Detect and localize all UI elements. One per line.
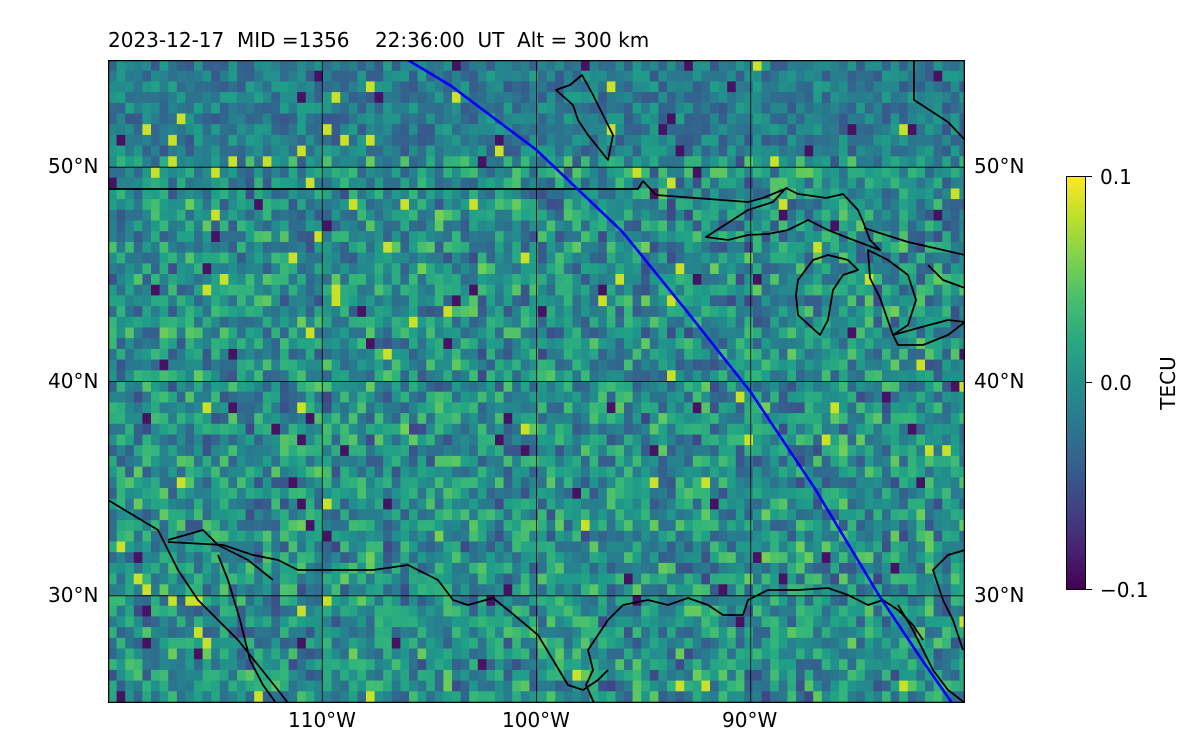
tec-field <box>108 60 965 703</box>
mexico-gulf-coast <box>585 619 609 703</box>
map-title: 2023-12-17 MID =1356 22:36:00 UT Alt = 3… <box>108 28 650 52</box>
gulf-coast-texas <box>607 587 924 641</box>
colorbar-tick-mid <box>1086 382 1092 383</box>
lat-label-left-30: 30°N <box>48 583 99 607</box>
coastlines-and-borders <box>108 60 965 703</box>
lat-label-left-40: 40°N <box>48 369 99 393</box>
lon-label-90w: 90°W <box>722 708 778 732</box>
map-border <box>108 60 965 703</box>
colorbar <box>1066 176 1086 590</box>
colorbar-label-zero: 0.0 <box>1100 371 1132 395</box>
lake-huron-outline <box>867 249 917 336</box>
lat-label-right-30: 30°N <box>974 583 1025 607</box>
lat-label-right-40: 40°N <box>974 369 1025 393</box>
colorbar-label-max: 0.1 <box>1100 165 1132 189</box>
tec-map <box>108 60 965 703</box>
hudson-bay-shore <box>913 60 965 141</box>
lake-erie-outline <box>892 319 965 346</box>
lat-label-right-50: 50°N <box>974 154 1025 178</box>
satellite-track <box>407 60 954 703</box>
pacific-coast <box>108 499 289 703</box>
colorbar-label-min: −0.1 <box>1100 578 1149 602</box>
map-grid <box>108 60 965 703</box>
east-shore <box>927 264 965 289</box>
lake-michigan-outline <box>795 254 859 336</box>
atlantic-coast <box>932 549 965 651</box>
lat-label-left-50: 50°N <box>48 154 99 178</box>
baja-coast <box>217 554 277 703</box>
colorbar-tick-top <box>1086 176 1092 177</box>
lake-superior-outline <box>705 187 881 251</box>
us-canada-border <box>108 180 789 203</box>
florida-coast <box>897 604 965 703</box>
colorbar-title: TECU <box>1156 356 1180 410</box>
us-mexico-border <box>167 541 609 691</box>
map-canvas <box>108 60 965 703</box>
james-bay-shore <box>555 74 614 161</box>
ontario-boundary <box>863 227 965 256</box>
lon-label-110w: 110°W <box>288 708 356 732</box>
colorbar-tick-bottom <box>1086 589 1092 590</box>
lon-label-100w: 100°W <box>502 708 570 732</box>
